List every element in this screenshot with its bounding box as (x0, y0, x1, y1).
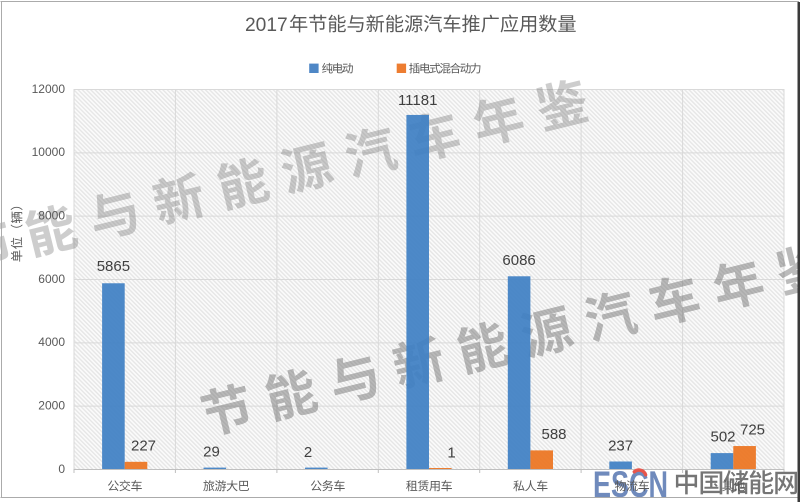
svg-text:237: 237 (608, 437, 633, 454)
svg-text:2000: 2000 (38, 399, 65, 413)
svg-text:4000: 4000 (38, 335, 65, 349)
svg-text:29: 29 (203, 443, 220, 460)
svg-text:8000: 8000 (38, 209, 65, 223)
svg-text:227: 227 (131, 438, 156, 455)
svg-text:502: 502 (710, 429, 735, 446)
svg-text:6086: 6086 (502, 252, 535, 269)
svg-text:0: 0 (58, 462, 65, 476)
svg-text:10000: 10000 (32, 145, 66, 159)
svg-text:12000: 12000 (32, 82, 66, 96)
svg-text:11181: 11181 (398, 92, 438, 109)
svg-text:2: 2 (304, 444, 312, 461)
svg-text:5865: 5865 (97, 258, 130, 275)
svg-text:725: 725 (740, 421, 765, 438)
svg-text:588: 588 (541, 426, 566, 443)
svg-text:1: 1 (447, 445, 455, 462)
svg-text:6000: 6000 (38, 272, 65, 286)
svg-text:ESCN: ESCN (593, 464, 668, 502)
svg-text:2017: 2017 (245, 15, 288, 36)
